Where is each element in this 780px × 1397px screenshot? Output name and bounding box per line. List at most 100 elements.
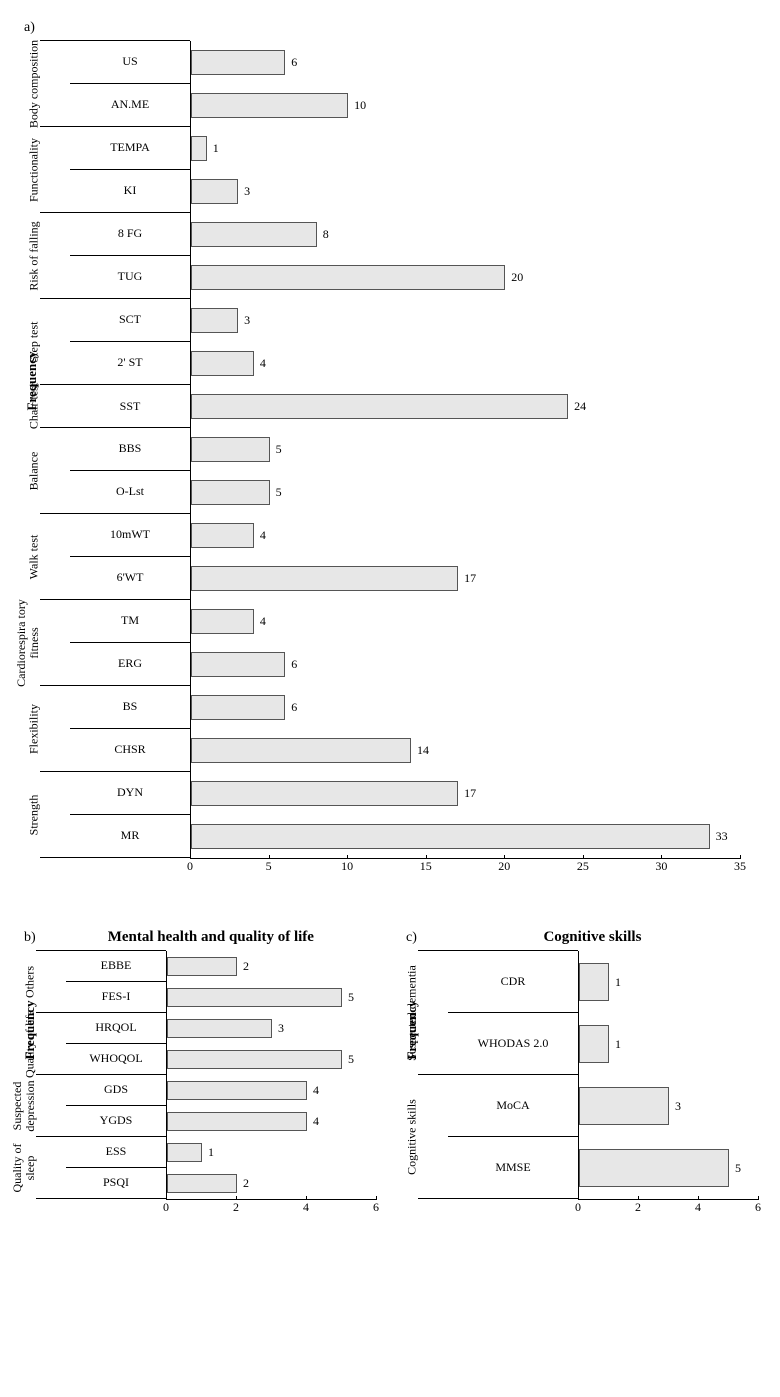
category-row: 10mWT bbox=[70, 514, 190, 557]
bar-value: 4 bbox=[313, 1114, 319, 1129]
bar bbox=[167, 1143, 202, 1162]
bar-row: 3 bbox=[191, 299, 740, 342]
category-row: WHODAS 2.0 bbox=[448, 1013, 578, 1075]
category-row: PSQI bbox=[66, 1168, 166, 1198]
x-tick: 4 bbox=[303, 1200, 309, 1215]
chart-body-c: Suspected dementiaCDRWHODAS 2.0Cognitive… bbox=[418, 950, 760, 1220]
chart-c: c) Cognitive skills Frequency Suspected … bbox=[402, 929, 760, 1220]
bar-value: 5 bbox=[348, 990, 354, 1005]
category-row: BBS bbox=[70, 428, 190, 471]
bars-col-a: 61013820342455417466141733 bbox=[190, 41, 740, 859]
bar-value: 5 bbox=[276, 485, 282, 500]
group-rows: TMERG bbox=[70, 600, 190, 685]
category-row: AN.ME bbox=[70, 84, 190, 127]
category-row: ERG bbox=[70, 643, 190, 686]
bar-row: 4 bbox=[191, 514, 740, 557]
category-label: CDR bbox=[448, 972, 578, 991]
bar-value: 8 bbox=[323, 227, 329, 242]
category-label: HRQOL bbox=[66, 1018, 166, 1037]
groups-col-b: OthersEBBEFES-IQuality of lifeHRQOLWHOQO… bbox=[36, 950, 166, 1220]
category-row: CDR bbox=[448, 951, 578, 1013]
category-label: TUG bbox=[70, 267, 190, 286]
bar-row: 6 bbox=[191, 643, 740, 686]
group: Cardiorespira tory fitnessTMERG bbox=[40, 600, 190, 686]
category-row: TUG bbox=[70, 256, 190, 299]
x-tick: 15 bbox=[420, 859, 432, 874]
groups-col-c: Suspected dementiaCDRWHODAS 2.0Cognitive… bbox=[418, 950, 578, 1220]
category-label: AN.ME bbox=[70, 95, 190, 114]
bar bbox=[191, 222, 317, 248]
x-tick: 0 bbox=[575, 1200, 581, 1215]
chart-body-a: Body compositionUSAN.MEFunctionalityTEMP… bbox=[40, 40, 760, 879]
group-rows: BBSO-Lst bbox=[70, 428, 190, 513]
bar bbox=[191, 609, 254, 635]
x-tick: 25 bbox=[577, 859, 589, 874]
category-row: KI bbox=[70, 170, 190, 213]
bar-row: 17 bbox=[191, 557, 740, 600]
group-label: Step test bbox=[27, 321, 40, 362]
bar bbox=[191, 394, 568, 420]
panel-label-a: a) bbox=[20, 20, 760, 36]
category-row: CHSR bbox=[70, 729, 190, 772]
bar-value: 4 bbox=[260, 528, 266, 543]
group-label: Risk of falling bbox=[27, 221, 40, 290]
xticks-a: 05101520253035 bbox=[190, 859, 740, 879]
bar-value: 17 bbox=[464, 786, 476, 801]
category-label: KI bbox=[70, 181, 190, 200]
category-row: TM bbox=[70, 600, 190, 643]
chart-body-b: OthersEBBEFES-IQuality of lifeHRQOLWHOQO… bbox=[36, 950, 378, 1220]
category-row: US bbox=[70, 41, 190, 84]
bar bbox=[191, 93, 348, 119]
category-row: O-Lst bbox=[70, 471, 190, 514]
bar-row: 2 bbox=[167, 951, 376, 982]
group-rows: BS CHSR bbox=[70, 686, 190, 771]
group-rows: CDR WHODAS 2.0 bbox=[448, 951, 578, 1074]
bar-value: 20 bbox=[511, 270, 523, 285]
category-label: 10mWT bbox=[70, 525, 190, 544]
bar-value: 5 bbox=[276, 442, 282, 457]
category-label: BS bbox=[70, 697, 190, 716]
bar-value: 17 bbox=[464, 571, 476, 586]
x-tick: 30 bbox=[655, 859, 667, 874]
bar bbox=[191, 781, 458, 807]
bar-value: 5 bbox=[735, 1161, 741, 1176]
category-label: 6'WT bbox=[70, 568, 190, 587]
group-label: Cognitive skills bbox=[405, 1099, 418, 1175]
group-label: Suspected dementia bbox=[405, 965, 418, 1061]
bar-value: 24 bbox=[574, 399, 586, 414]
bar-row: 17 bbox=[191, 772, 740, 815]
bar-row: 20 bbox=[191, 256, 740, 299]
bar bbox=[167, 1081, 307, 1100]
category-label: MR bbox=[70, 826, 190, 845]
category-label: TEMPA bbox=[70, 138, 190, 157]
category-row: BS bbox=[70, 686, 190, 729]
group-label: Functionality bbox=[27, 138, 40, 202]
group: StrengthDYNMR bbox=[40, 772, 190, 858]
bar bbox=[191, 523, 254, 549]
x-tick: 10 bbox=[341, 859, 353, 874]
category-row: HRQOL bbox=[66, 1013, 166, 1044]
bar bbox=[191, 738, 411, 764]
category-row: MR bbox=[70, 815, 190, 858]
group: Walk test10mWT6'WT bbox=[40, 514, 190, 600]
x-tick: 20 bbox=[498, 859, 510, 874]
category-row: 2' ST bbox=[70, 342, 190, 385]
bar-value: 2 bbox=[243, 959, 249, 974]
category-label: DYN bbox=[70, 783, 190, 802]
group: FunctionalityTEMPAKI bbox=[40, 127, 190, 213]
group-rows: EBBEFES-I bbox=[66, 951, 166, 1012]
category-row: GDS bbox=[66, 1075, 166, 1106]
bar-row: 1 bbox=[579, 951, 758, 1013]
group: Suspected dementiaCDRWHODAS 2.0 bbox=[418, 951, 578, 1075]
bar-value: 6 bbox=[291, 700, 297, 715]
group: BalanceBBSO-Lst bbox=[40, 428, 190, 514]
bars-area-a: 61013820342455417466141733 0510152025303… bbox=[190, 40, 740, 879]
bar bbox=[167, 1112, 307, 1131]
bar-value: 3 bbox=[244, 313, 250, 328]
xticks-c: 0246 bbox=[578, 1200, 758, 1220]
bar-row: 4 bbox=[167, 1075, 376, 1106]
bar-row: 4 bbox=[191, 342, 740, 385]
group: Quality of lifeHRQOLWHOQOL bbox=[36, 1013, 166, 1075]
bar-row: 4 bbox=[191, 600, 740, 643]
x-tick: 6 bbox=[755, 1200, 761, 1215]
